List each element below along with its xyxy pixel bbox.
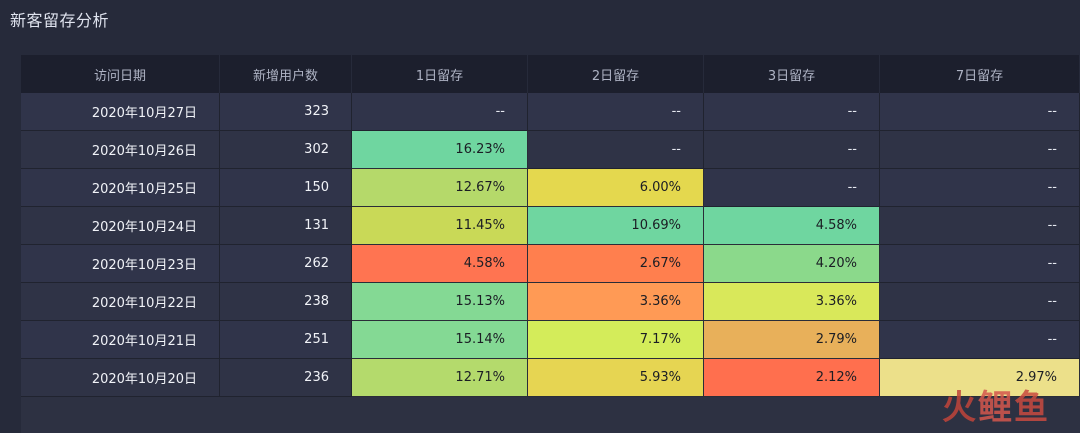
table-body: 2020年10月27日 323 -- -- -- -- 2020年10月26日 302 16.2… bbox=[21, 93, 1080, 397]
cell-retention-d1: 16.23% bbox=[352, 131, 528, 169]
cell-new-users: 323 bbox=[220, 93, 352, 131]
cell-retention-d3: -- bbox=[704, 169, 880, 207]
table-row: 2020年10月24日 131 11.45% 10.69% 4.58% -- bbox=[21, 207, 1080, 245]
cell-date: 2020年10月25日 bbox=[21, 169, 220, 207]
watermark-char: 鲤 bbox=[978, 388, 1014, 428]
cell-new-users: 150 bbox=[220, 169, 352, 207]
retention-table: 访问日期 新增用户数 1日留存 2日留存 3日留存 7日留存 2020年10月2… bbox=[21, 55, 1080, 397]
cell-retention-d2: 5.93% bbox=[528, 359, 704, 397]
cell-retention-d3: 2.79% bbox=[704, 321, 880, 359]
cell-retention-d7: 2.97% bbox=[880, 359, 1080, 397]
cell-new-users: 131 bbox=[220, 207, 352, 245]
cell-retention-d2: 2.67% bbox=[528, 245, 704, 283]
cell-retention-d1: 15.14% bbox=[352, 321, 528, 359]
cell-date: 2020年10月20日 bbox=[21, 359, 220, 397]
cell-retention-d7: -- bbox=[880, 207, 1080, 245]
table-row: 2020年10月22日 238 15.13% 3.36% 3.36% -- bbox=[21, 283, 1080, 321]
table-row: 2020年10月25日 150 12.67% 6.00% -- -- bbox=[21, 169, 1080, 207]
cell-retention-d2: -- bbox=[528, 131, 704, 169]
cell-new-users: 262 bbox=[220, 245, 352, 283]
cell-new-users: 251 bbox=[220, 321, 352, 359]
cell-retention-d1: 4.58% bbox=[352, 245, 528, 283]
cell-new-users: 238 bbox=[220, 283, 352, 321]
column-header-day7[interactable]: 7日留存 bbox=[880, 55, 1080, 93]
table-row: 2020年10月23日 262 4.58% 2.67% 4.20% -- bbox=[21, 245, 1080, 283]
cell-date: 2020年10月21日 bbox=[21, 321, 220, 359]
table-row: 2020年10月21日 251 15.14% 7.17% 2.79% -- bbox=[21, 321, 1080, 359]
cell-retention-d2: 7.17% bbox=[528, 321, 704, 359]
table-row: 2020年10月26日 302 16.23% -- -- -- bbox=[21, 131, 1080, 169]
cell-date: 2020年10月22日 bbox=[21, 283, 220, 321]
cell-date: 2020年10月26日 bbox=[21, 131, 220, 169]
cell-retention-d2: 10.69% bbox=[528, 207, 704, 245]
cell-retention-d2: 6.00% bbox=[528, 169, 704, 207]
cell-retention-d7: -- bbox=[880, 321, 1080, 359]
cell-date: 2020年10月27日 bbox=[21, 93, 220, 131]
cell-retention-d3: 4.58% bbox=[704, 207, 880, 245]
watermark-char: 火 bbox=[942, 388, 978, 428]
column-header-new-users[interactable]: 新增用户数 bbox=[220, 55, 352, 93]
cell-retention-d1: 12.71% bbox=[352, 359, 528, 397]
cell-retention-d7: -- bbox=[880, 93, 1080, 131]
cell-retention-d2: -- bbox=[528, 93, 704, 131]
cell-retention-d1: 12.67% bbox=[352, 169, 528, 207]
column-header-day3[interactable]: 3日留存 bbox=[704, 55, 880, 93]
cell-retention-d7: -- bbox=[880, 131, 1080, 169]
cell-retention-d3: 2.12% bbox=[704, 359, 880, 397]
cell-retention-d3: 3.36% bbox=[704, 283, 880, 321]
cell-date: 2020年10月24日 bbox=[21, 207, 220, 245]
cell-new-users: 236 bbox=[220, 359, 352, 397]
cell-retention-d3: 4.20% bbox=[704, 245, 880, 283]
brand-watermark: 火鲤鱼 bbox=[942, 380, 1050, 429]
cell-retention-d1: -- bbox=[352, 93, 528, 131]
cell-retention-d1: 11.45% bbox=[352, 207, 528, 245]
cell-date: 2020年10月23日 bbox=[21, 245, 220, 283]
cell-retention-d3: -- bbox=[704, 93, 880, 131]
cell-retention-d2: 3.36% bbox=[528, 283, 704, 321]
column-header-day2[interactable]: 2日留存 bbox=[528, 55, 704, 93]
cell-retention-d7: -- bbox=[880, 245, 1080, 283]
table-row: 2020年10月20日 236 12.71% 5.93% 2.12% 2.97% bbox=[21, 359, 1080, 397]
table-row: 2020年10月27日 323 -- -- -- -- bbox=[21, 93, 1080, 131]
table-header: 访问日期 新增用户数 1日留存 2日留存 3日留存 7日留存 bbox=[21, 55, 1080, 93]
column-header-date[interactable]: 访问日期 bbox=[21, 55, 220, 93]
cell-retention-d1: 15.13% bbox=[352, 283, 528, 321]
page-title: 新客留存分析 bbox=[10, 11, 110, 30]
watermark-char: 鱼 bbox=[1014, 388, 1050, 428]
cell-retention-d7: -- bbox=[880, 169, 1080, 207]
cell-retention-d7: -- bbox=[880, 283, 1080, 321]
column-header-day1[interactable]: 1日留存 bbox=[352, 55, 528, 93]
cell-retention-d3: -- bbox=[704, 131, 880, 169]
cell-new-users: 302 bbox=[220, 131, 352, 169]
